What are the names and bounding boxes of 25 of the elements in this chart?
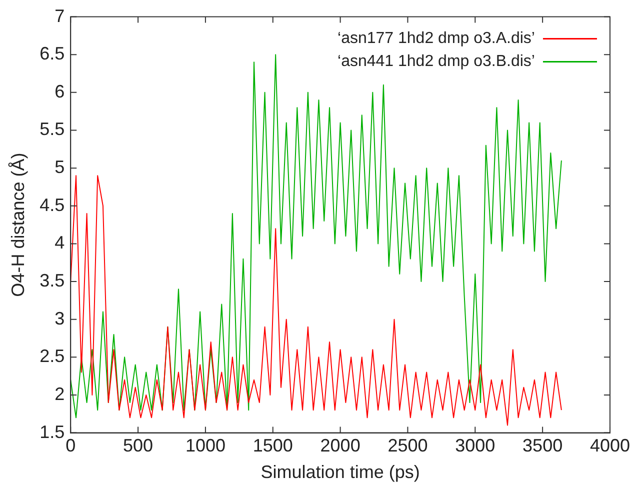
x-tick-label: 0 <box>66 436 76 456</box>
y-tick-label: 6.5 <box>40 44 65 64</box>
x-tick-label: 2000 <box>320 436 360 456</box>
y-tick-label: 4 <box>54 232 65 253</box>
x-tick-label: 1500 <box>252 436 293 456</box>
x-tick-label: 3000 <box>455 436 496 456</box>
y-tick-label: 5.5 <box>40 119 65 140</box>
x-tick-label: 3500 <box>522 436 563 456</box>
y-tick-label: 6 <box>54 81 65 102</box>
x-tick-label: 1000 <box>185 436 226 456</box>
y-tick-label: 7 <box>54 6 65 26</box>
x-axis-title: Simulation time (ps) <box>260 462 420 482</box>
x-tick-label: 500 <box>123 436 154 456</box>
x-tick-label: 4000 <box>590 436 630 456</box>
y-axis-title: O4-H distance (Å) <box>8 152 28 297</box>
legend-label: ‘asn177 1hd2 dmp o3.A.dis’ <box>338 30 535 48</box>
y-tick-label: 4.5 <box>40 194 65 215</box>
y-tick-label: 3.5 <box>40 270 65 290</box>
legend-label: ‘asn441 1hd2 dmp o3.B.dis’ <box>338 53 535 70</box>
x-tick-label: 2500 <box>388 436 428 456</box>
y-tick-label: 1.5 <box>40 422 65 442</box>
y-tick-label: 2 <box>54 384 65 404</box>
y-tick-label: 3 <box>54 308 65 328</box>
y-tick-label: 5 <box>54 157 65 178</box>
y-tick-label: 2.5 <box>40 346 65 366</box>
